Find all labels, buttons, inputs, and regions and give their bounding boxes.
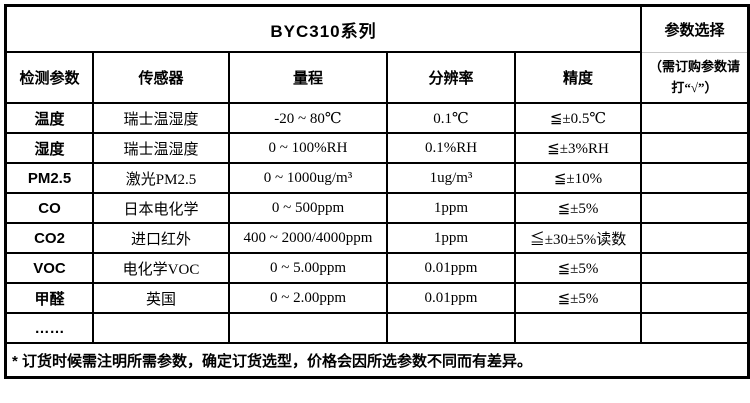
param-select-cell-co2[interactable] [642,224,747,254]
precision-cell: ≦±5% [516,284,642,314]
header-detect-param: 检测参数 [7,53,94,104]
column-header-row: 检测参数 传感器 量程 分辨率 精度 （需订购参数请打“√”） [7,53,747,104]
param-select-cell-co[interactable] [642,194,747,224]
precision-cell: ≦±5% [516,194,642,224]
range-cell: 0 ~ 5.00ppm [230,254,388,284]
sensor-cell [94,314,230,344]
range-cell: 400 ~ 2000/4000ppm [230,224,388,254]
range-cell: 0 ~ 100%RH [230,134,388,164]
resolution-cell: 0.1℃ [388,104,516,134]
param-select-cell-temperature[interactable] [642,104,747,134]
precision-cell: ≦±30±5%读数 [516,224,642,254]
resolution-cell: 0.01ppm [388,284,516,314]
param-select-note: （需订购参数请打“√”） [642,53,747,104]
row-humidity: 湿度 瑞士温湿度 0 ~ 100%RH 0.1%RH ≦±3%RH [7,134,747,164]
sensor-cell: 瑞士温湿度 [94,104,230,134]
sensor-cell: 瑞士温湿度 [94,134,230,164]
precision-cell [516,314,642,344]
param-select-cell-pm25[interactable] [642,164,747,194]
resolution-cell [388,314,516,344]
range-cell [230,314,388,344]
param-select-cell-humidity[interactable] [642,134,747,164]
resolution-cell: 0.1%RH [388,134,516,164]
precision-cell: ≦±5% [516,254,642,284]
order-footnote: * 订货时候需注明所需参数，确定订货选型，价格会因所选参数不同而有差异。 [12,352,533,370]
row-co2: CO2 进口红外 400 ~ 2000/4000ppm 1ppm ≦±30±5%… [7,224,747,254]
param-name-cell: 甲醛 [7,284,94,314]
sensor-cell: 进口红外 [94,224,230,254]
param-select-cell-more[interactable] [642,314,747,344]
param-name-cell: 湿度 [7,134,94,164]
resolution-cell: 1ppm [388,224,516,254]
param-name-cell: VOC [7,254,94,284]
sensor-cell: 日本电化学 [94,194,230,224]
range-cell: 0 ~ 2.00ppm [230,284,388,314]
param-select-cell-voc[interactable] [642,254,747,284]
sensor-cell: 英国 [94,284,230,314]
row-more: …… [7,314,747,344]
param-name-cell: …… [7,314,94,344]
precision-cell: ≦±10% [516,164,642,194]
resolution-cell: 0.01ppm [388,254,516,284]
param-name-cell: 温度 [7,104,94,134]
param-select-header: 参数选择 [642,7,747,53]
spec-sheet: BYC310系列 参数选择 检测参数 传感器 量程 分辨率 精度 （需订购参数请… [4,4,750,379]
sensor-cell: 电化学VOC [94,254,230,284]
footnote-row: * 订货时候需注明所需参数，确定订货选型，价格会因所选参数不同而有差异。 [7,344,747,376]
header-sensor: 传感器 [94,53,230,104]
header-resolution: 分辨率 [388,53,516,104]
row-formaldehyde: 甲醛 英国 0 ~ 2.00ppm 0.01ppm ≦±5% [7,284,747,314]
param-name-cell: CO2 [7,224,94,254]
header-range: 量程 [230,53,388,104]
sensor-spec-table: BYC310系列 参数选择 检测参数 传感器 量程 分辨率 精度 （需订购参数请… [4,4,750,379]
header-precision: 精度 [516,53,642,104]
row-voc: VOC 电化学VOC 0 ~ 5.00ppm 0.01ppm ≦±5% [7,254,747,284]
series-title: BYC310系列 [7,7,642,53]
title-row: BYC310系列 参数选择 [7,7,747,53]
precision-cell: ≦±3%RH [516,134,642,164]
row-pm25: PM2.5 激光PM2.5 0 ~ 1000ug/m³ 1ug/m³ ≦±10% [7,164,747,194]
param-select-cell-formaldehyde[interactable] [642,284,747,314]
range-cell: -20 ~ 80℃ [230,104,388,134]
row-temperature: 温度 瑞士温湿度 -20 ~ 80℃ 0.1℃ ≦±0.5℃ [7,104,747,134]
resolution-cell: 1ug/m³ [388,164,516,194]
range-cell: 0 ~ 500ppm [230,194,388,224]
precision-cell: ≦±0.5℃ [516,104,642,134]
resolution-cell: 1ppm [388,194,516,224]
range-cell: 0 ~ 1000ug/m³ [230,164,388,194]
row-co: CO 日本电化学 0 ~ 500ppm 1ppm ≦±5% [7,194,747,224]
sensor-cell: 激光PM2.5 [94,164,230,194]
param-name-cell: CO [7,194,94,224]
param-name-cell: PM2.5 [7,164,94,194]
